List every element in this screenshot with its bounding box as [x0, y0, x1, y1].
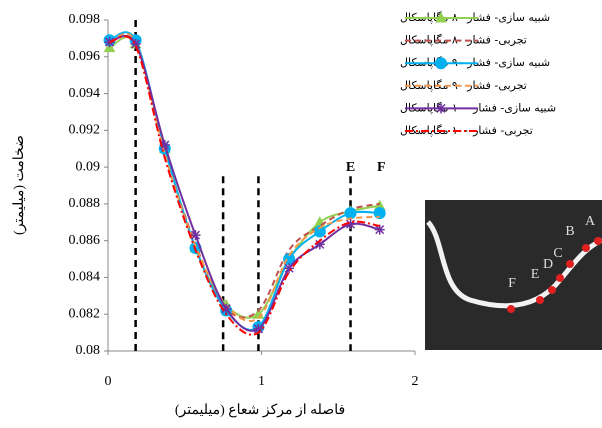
- y-tick-label: 0.098: [69, 12, 101, 27]
- inset-points: [507, 237, 602, 313]
- marker: [435, 57, 447, 70]
- marker: [103, 41, 116, 53]
- inset-label: F: [508, 276, 516, 291]
- inset-label: A: [585, 214, 596, 229]
- marker: [374, 224, 385, 235]
- x-tick-label: 0: [105, 374, 112, 389]
- marker: [253, 323, 264, 334]
- annotation: E: [346, 160, 355, 175]
- y-tick-label: 0.09: [76, 159, 101, 174]
- marker: [344, 207, 357, 220]
- y-tick-label: 0.08: [76, 343, 101, 358]
- series-line: [109, 36, 380, 319]
- legend-label: تجربی- فشار ۸۰ مگاپاسکال: [400, 34, 527, 47]
- y-tick-label: 0.086: [69, 233, 101, 248]
- marker: [345, 219, 356, 230]
- series-line: [109, 31, 380, 331]
- y-tick-label: 0.082: [69, 306, 101, 321]
- marker: [373, 207, 386, 220]
- marker: [221, 303, 232, 314]
- x-axis-label: فاصله از مرکز شعاع (میلیمتر): [175, 403, 345, 418]
- y-tick-label: 0.094: [69, 86, 101, 101]
- y-tick-label: 0.084: [69, 270, 101, 285]
- x-tick-label: 1: [258, 374, 265, 389]
- marker: [284, 263, 295, 274]
- inset-label: D: [543, 257, 553, 272]
- annotation: F: [377, 160, 386, 175]
- marker: [436, 103, 446, 114]
- inset-photo: [425, 200, 602, 350]
- y-tick-label: 0.096: [69, 49, 101, 64]
- inset-label: C: [553, 246, 562, 261]
- legend-label: تجربی- فشار ۱۰۰ مگاپاسکال: [400, 124, 533, 137]
- x-tick-label: 2: [412, 374, 419, 389]
- y-tick-label: 0.092: [69, 123, 101, 138]
- series-line: [109, 32, 380, 319]
- marker: [159, 140, 170, 151]
- marker: [130, 38, 141, 49]
- inset-label: B: [565, 224, 574, 239]
- marker: [313, 216, 326, 227]
- legend-label: تجربی- فشار ۹۰ مگاپاسکال: [400, 79, 527, 92]
- series-line: [109, 32, 380, 323]
- inset-label: E: [531, 267, 540, 282]
- y-axis-label: ضخامت (میلیمتر): [12, 135, 27, 235]
- marker: [190, 230, 201, 241]
- y-tick-label: 0.088: [69, 196, 101, 211]
- series-line: [109, 34, 380, 332]
- marker: [435, 11, 447, 23]
- series-line: [109, 35, 380, 336]
- marker: [314, 239, 325, 250]
